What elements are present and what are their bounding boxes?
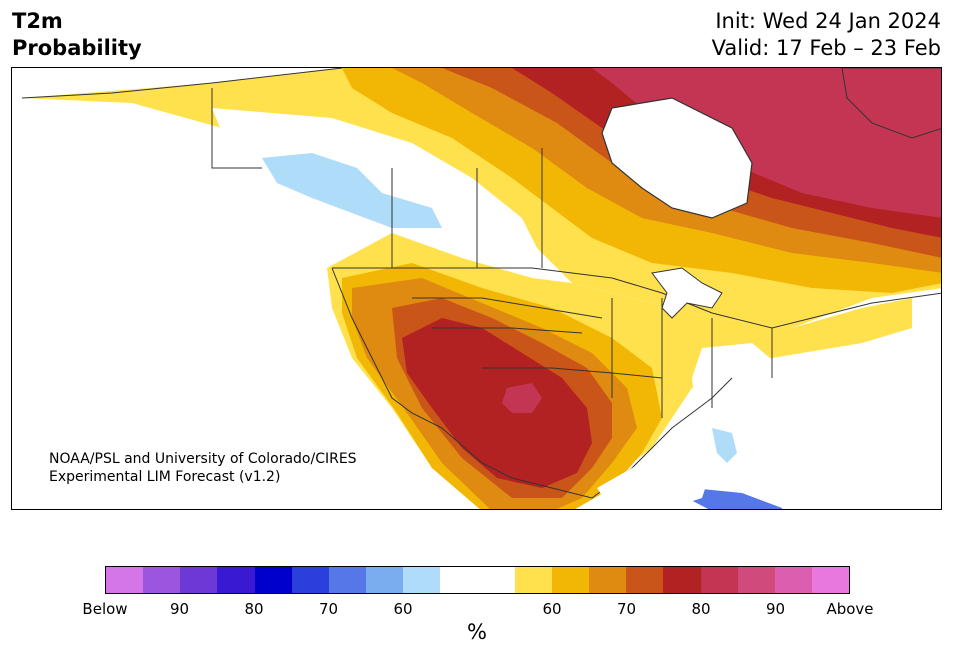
colorbar-cell xyxy=(737,567,775,593)
colorbar-cell xyxy=(291,567,329,593)
init-date: Init: Wed 24 Jan 2024 xyxy=(715,9,941,33)
map-canvas xyxy=(21,68,941,509)
colorbar-tick-label: 70 xyxy=(318,600,339,618)
colorbar-tick-label: 80 xyxy=(691,600,711,618)
colorbar-cell xyxy=(663,567,701,593)
colorbar-cell xyxy=(106,567,144,593)
forecast-dates: Init: Wed 24 Jan 2024 Valid: 17 Feb – 23… xyxy=(712,8,941,62)
cold-patch-west xyxy=(262,153,442,228)
colorbar-cell xyxy=(774,567,812,593)
white-region-southeast xyxy=(692,343,782,458)
colorbar xyxy=(105,566,850,594)
colorbar-cell xyxy=(180,567,218,593)
colorbar-tick-label: Below xyxy=(82,600,128,618)
colorbar-tick-label: 90 xyxy=(765,600,786,618)
colorbar-cell xyxy=(811,567,850,593)
colorbar-cell xyxy=(440,567,478,593)
chart-title: T2m Probability xyxy=(12,8,142,62)
probability-map xyxy=(11,67,942,510)
colorbar-unit: % xyxy=(467,620,487,644)
colorbar-cell xyxy=(143,567,181,593)
colorbar-cell xyxy=(366,567,404,593)
colorbar-cell xyxy=(477,567,515,593)
band-85-texas xyxy=(502,383,542,413)
cold-patch-cuba xyxy=(687,488,782,509)
colorbar-cell xyxy=(626,567,664,593)
colorbar-cell xyxy=(589,567,627,593)
colorbar-tick-label: 80 xyxy=(244,600,264,618)
colorbar-cell xyxy=(403,567,441,593)
great-lakes xyxy=(651,267,723,319)
colorbar-cell xyxy=(700,567,738,593)
colorbar-tick-label: 90 xyxy=(169,600,190,618)
colorbar-tick-label: Above xyxy=(826,600,874,618)
colorbar-tick-label: 60 xyxy=(393,600,413,618)
credit-line-2: Experimental LIM Forecast (v1.2) xyxy=(49,469,281,485)
gulf-of-mexico xyxy=(597,448,712,509)
title-line-2: Probability xyxy=(12,36,142,60)
credit-line-1: NOAA/PSL and University of Colorado/CIRE… xyxy=(49,451,357,467)
colorbar-cell xyxy=(254,567,292,593)
colorbar-cell xyxy=(551,567,590,593)
title-line-1: T2m xyxy=(12,9,63,33)
cold-patch-florida xyxy=(712,428,737,463)
colorbar-cell xyxy=(217,567,255,593)
hudson-bay xyxy=(601,97,753,219)
greenland xyxy=(841,68,941,139)
colorbar-cell xyxy=(514,567,552,593)
colorbar-tick-label: 70 xyxy=(616,600,637,618)
colorbar-tick-label: 60 xyxy=(542,600,562,618)
valid-range: Valid: 17 Feb – 23 Feb xyxy=(711,36,941,60)
band-80-us xyxy=(402,318,592,488)
colorbar-cell xyxy=(328,567,367,593)
credit-text: NOAA/PSL and University of Colorado/CIRE… xyxy=(49,450,357,486)
